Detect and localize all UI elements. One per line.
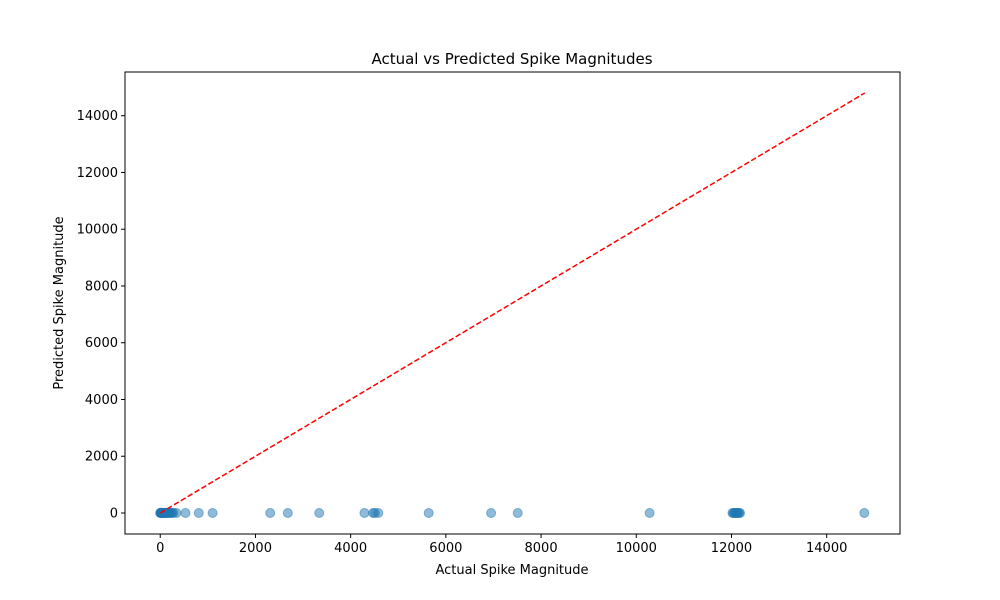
y-tick-label: 8000 [85, 279, 118, 294]
x-tick-label: 12000 [711, 541, 752, 556]
x-tick-label: 14000 [806, 541, 847, 556]
x-tick-label: 8000 [525, 541, 558, 556]
data-point [644, 508, 655, 518]
data-point [265, 508, 276, 518]
data-point [735, 508, 746, 518]
x-tick-label: 6000 [429, 541, 462, 556]
data-point [373, 508, 384, 518]
data-point [423, 508, 434, 518]
data-point [359, 508, 370, 518]
reference-line [159, 92, 866, 514]
data-point [207, 508, 218, 518]
y-tick-label: 2000 [85, 450, 118, 465]
x-tick-label: 10000 [616, 541, 657, 556]
y-tick-label: 10000 [77, 223, 118, 238]
x-tick-label: 0 [156, 541, 164, 556]
data-point [180, 508, 191, 518]
x-tick-label: 2000 [239, 541, 272, 556]
y-tick-label: 14000 [77, 109, 118, 124]
data-point [193, 508, 204, 518]
data-point [314, 508, 325, 518]
x-axis: 0 2000 4000 6000 8000 10000 12000 14000 [156, 534, 847, 556]
axes-frame [124, 71, 901, 535]
y-tick-label: 4000 [85, 393, 118, 408]
data-point [486, 508, 497, 518]
data-point [282, 508, 293, 518]
y-axis-label: Predicted Spike Magnitude [52, 216, 67, 389]
y-tick-label: 0 [110, 507, 118, 522]
y-tick-label: 6000 [85, 336, 118, 351]
y-tick-label: 12000 [77, 166, 118, 181]
chart-title: Actual vs Predicted Spike Magnitudes [371, 50, 652, 68]
data-point [512, 508, 523, 518]
x-axis-label: Actual Spike Magnitude [435, 563, 588, 578]
data-point [859, 508, 870, 518]
x-tick-label: 4000 [334, 541, 367, 556]
data-point [171, 508, 182, 518]
y-axis: 0 2000 4000 6000 8000 10000 12000 14000 [77, 109, 125, 522]
plot-area [155, 92, 870, 518]
